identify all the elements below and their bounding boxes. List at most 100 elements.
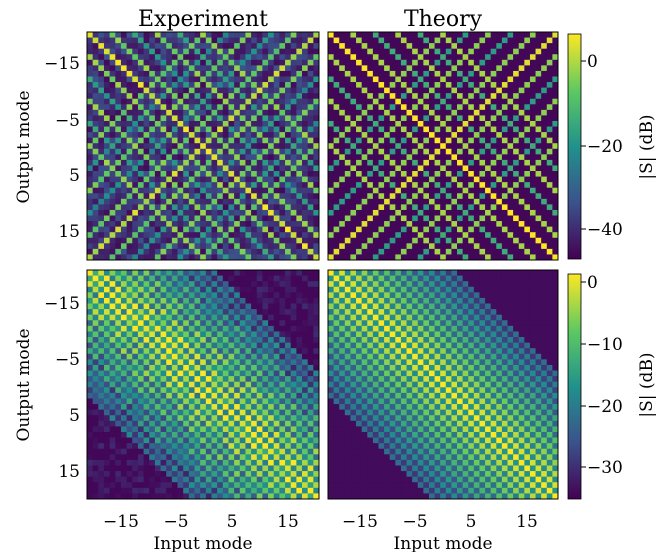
heatmap-cell xyxy=(109,104,116,111)
heatmap-cell xyxy=(87,221,94,228)
heatmap-cell xyxy=(513,232,520,239)
heatmap-cell xyxy=(406,70,413,77)
heatmap-cell xyxy=(211,297,218,304)
heatmap-cell xyxy=(166,314,173,321)
heatmap-cell xyxy=(149,204,156,211)
heatmap-cell xyxy=(290,342,297,349)
heatmap-cell xyxy=(313,132,320,139)
heatmap-cell xyxy=(87,437,94,444)
heatmap-cell xyxy=(98,398,105,405)
heatmap-cell xyxy=(160,65,167,72)
heatmap-cell xyxy=(307,454,314,461)
heatmap-cell xyxy=(333,43,340,50)
heatmap-cell xyxy=(302,303,309,310)
heatmap-cell xyxy=(296,126,303,133)
heatmap-cell xyxy=(239,325,246,332)
heatmap-cell xyxy=(137,137,144,144)
heatmap-cell xyxy=(307,270,314,276)
heatmap-cell xyxy=(245,182,252,189)
heatmap-cell xyxy=(273,143,280,150)
heatmap-cell xyxy=(239,459,246,466)
heatmap-cell xyxy=(451,254,458,261)
heatmap-cell xyxy=(132,243,139,250)
heatmap-cell xyxy=(384,226,391,233)
heatmap-cell xyxy=(344,248,351,255)
heatmap-cell xyxy=(222,487,229,494)
heatmap-cell xyxy=(154,331,161,338)
heatmap-cell xyxy=(490,65,497,72)
heatmap-cell xyxy=(262,297,269,304)
heatmap-cell xyxy=(92,148,99,155)
heatmap-cell xyxy=(313,459,320,466)
heatmap-cell xyxy=(98,426,105,433)
heatmap-cell xyxy=(328,143,335,150)
heatmap-cell xyxy=(290,237,297,244)
heatmap-cell xyxy=(535,82,542,89)
heatmap-cell xyxy=(378,120,385,127)
heatmap-cell xyxy=(87,237,94,244)
heatmap-cell xyxy=(200,387,207,394)
heatmap-cell xyxy=(412,198,419,205)
heatmap-cell xyxy=(222,448,229,455)
heatmap-cell xyxy=(273,182,280,189)
heatmap-cell xyxy=(256,387,263,394)
heatmap-cell xyxy=(350,237,357,244)
heatmap-cell xyxy=(279,159,286,166)
heatmap-cell xyxy=(513,76,520,83)
heatmap-cell xyxy=(417,232,424,239)
heatmap-cell xyxy=(339,98,346,105)
heatmap-cell xyxy=(296,376,303,383)
heatmap-cell xyxy=(268,275,275,282)
heatmap-cell xyxy=(524,43,531,50)
heatmap-cell xyxy=(541,48,548,55)
heatmap-cell xyxy=(490,82,497,89)
heatmap-cell xyxy=(529,43,536,50)
heatmap-cell xyxy=(406,148,413,155)
heatmap-cell xyxy=(428,137,435,144)
heatmap-cell xyxy=(160,165,167,172)
heatmap-cell xyxy=(103,437,111,444)
heatmap-cell xyxy=(361,148,368,155)
heatmap-cell xyxy=(211,370,218,377)
heatmap-cell xyxy=(273,415,280,422)
heatmap-cell xyxy=(98,448,105,455)
heatmap-cell xyxy=(361,182,368,189)
heatmap-cell xyxy=(378,48,385,55)
heatmap-cell xyxy=(132,370,139,377)
heatmap-cell xyxy=(103,309,111,316)
heatmap-cell xyxy=(468,254,475,261)
heatmap-cell xyxy=(285,454,292,461)
heatmap-cell xyxy=(344,232,351,239)
heatmap-cell xyxy=(222,76,229,83)
heatmap-cell xyxy=(395,248,402,255)
heatmap-cell xyxy=(149,459,156,466)
heatmap-cell xyxy=(222,237,229,244)
heatmap-cell xyxy=(344,237,351,244)
heatmap-cell xyxy=(98,98,105,105)
heatmap-cell xyxy=(361,171,368,177)
heatmap-cell xyxy=(205,254,212,261)
heatmap-cell xyxy=(313,415,320,422)
heatmap-cell xyxy=(451,193,458,200)
heatmap-cell xyxy=(217,198,224,205)
heatmap-cell xyxy=(137,297,144,304)
heatmap-cell xyxy=(268,143,275,150)
heatmap-cell xyxy=(307,398,314,405)
heatmap-cell xyxy=(496,143,503,150)
heatmap-cell xyxy=(205,286,212,293)
heatmap-cell xyxy=(372,221,379,228)
frame-experiment-top xyxy=(86,31,320,261)
heatmap-cell xyxy=(395,143,402,150)
heatmap-cell xyxy=(273,437,280,444)
heatmap-cell xyxy=(205,221,212,228)
heatmap-cell xyxy=(251,98,258,105)
heatmap-cell xyxy=(496,93,503,100)
heatmap-cell xyxy=(137,292,144,299)
heatmap-cell xyxy=(423,237,430,244)
heatmap-cell xyxy=(372,70,379,77)
heatmap-cell xyxy=(149,337,156,344)
heatmap-cell xyxy=(120,65,128,72)
heatmap-cell xyxy=(313,171,320,177)
heatmap-cell xyxy=(428,209,435,216)
heatmap-cell xyxy=(361,109,368,116)
